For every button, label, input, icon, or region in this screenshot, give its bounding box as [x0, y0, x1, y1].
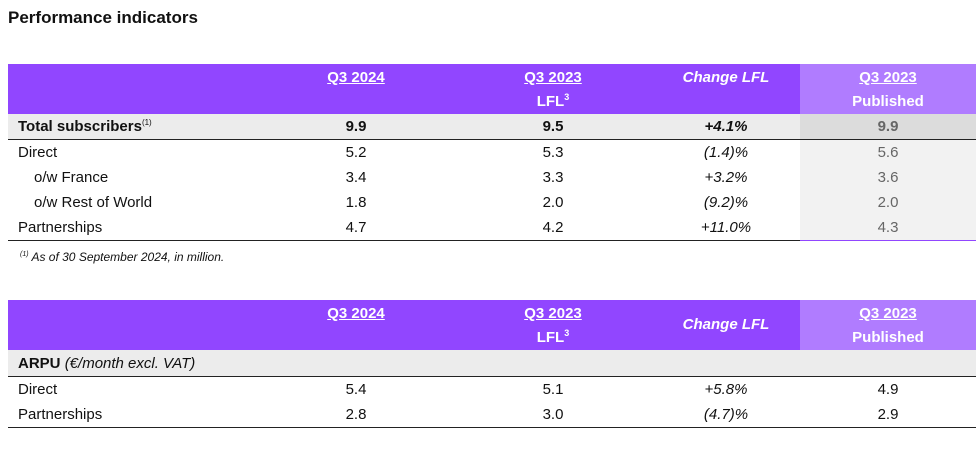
- arpu-table: Q3 2024 Q3 2023 LFL3 Change LFL Q3 2023 …: [8, 300, 976, 428]
- footnote-text: As of 30 September 2024, in million.: [31, 250, 225, 264]
- cell-q3-2023-lfl: 9.5: [454, 114, 652, 140]
- cell-published: 9.9: [800, 114, 976, 140]
- row-label: Partnerships: [8, 402, 258, 428]
- cell-change: +4.1%: [652, 114, 800, 140]
- arpu-section-row: ARPU (€/month excl. VAT): [8, 350, 976, 377]
- cell-q3-2024: 1.8: [345, 194, 367, 211]
- header-change-lfl: Change LFL: [652, 64, 800, 114]
- cell-q3-2023-lfl: 3.0: [454, 402, 652, 428]
- cell-change: (4.7)%: [652, 402, 800, 428]
- cell-published: 3.6: [800, 165, 976, 190]
- cell-q3-2024: 2.8: [258, 402, 454, 428]
- cell-change: +3.2%: [704, 169, 748, 186]
- row-label: o/w Rest of World: [34, 194, 153, 211]
- page-title: Performance indicators: [8, 8, 198, 27]
- row-label: Direct: [18, 144, 58, 161]
- row-label: o/w France: [34, 169, 109, 186]
- cell-change: (1.4)%: [703, 144, 749, 161]
- cell-q3-2024: 5.4: [345, 381, 367, 398]
- cell-q3-2024: 9.9: [258, 114, 454, 140]
- table-row: Direct 5.2 5.3 (1.4)% 5.6: [8, 139, 976, 165]
- table-row: Partnerships 2.8 3.0 (4.7)% 2.9: [8, 402, 976, 428]
- cell-q3-2023-lfl: 5.3: [542, 144, 564, 161]
- table-row: o/w Rest of World 1.8 2.0 (9.2)% 2.0: [8, 190, 976, 215]
- table-row: Direct 5.4 5.1 +5.8% 4.9: [8, 376, 976, 402]
- header-empty: [8, 64, 258, 114]
- header-q3-2023-published: Q3 2023 Published: [800, 64, 976, 114]
- cell-q3-2024: 5.2: [345, 144, 367, 161]
- header-q3-2024: Q3 2024: [258, 300, 454, 350]
- cell-published: 5.6: [800, 139, 976, 165]
- cell-q3-2023-lfl: 5.1: [542, 381, 564, 398]
- header-q3-2023-published: Q3 2023 Published: [800, 300, 976, 350]
- header-q3-2023-lfl: Q3 2023 LFL3: [454, 300, 652, 350]
- cell-q3-2024: 3.4: [345, 169, 367, 186]
- header-q3-2024: Q3 2024: [258, 64, 454, 114]
- cell-change: +11.0%: [652, 215, 800, 241]
- table-row: o/w France 3.4 3.3 +3.2% 3.6: [8, 165, 976, 190]
- total-subscribers-row: Total subscribers(1) 9.9 9.5 +4.1% 9.9: [8, 114, 976, 140]
- cell-q3-2023-lfl: 4.2: [454, 215, 652, 241]
- header-empty: [8, 300, 258, 350]
- cell-change: (9.2)%: [703, 194, 749, 211]
- cell-change: +5.8%: [704, 381, 748, 398]
- cell-q3-2024: 4.7: [258, 215, 454, 241]
- table-header-row: Q3 2024 Q3 2023 LFL3 Change LFL Q3 2023 …: [8, 300, 976, 350]
- table-row: Partnerships 4.7 4.2 +11.0% 4.3: [8, 215, 976, 241]
- row-label: Total subscribers(1): [8, 114, 258, 140]
- row-label: Partnerships: [8, 215, 258, 241]
- header-change-lfl: Change LFL: [652, 300, 800, 350]
- cell-q3-2023-lfl: 3.3: [542, 169, 564, 186]
- cell-published: 4.9: [800, 376, 976, 402]
- table-header-row: Q3 2024 Q3 2023 LFL3 Change LFL Q3 2023 …: [8, 64, 976, 114]
- cell-q3-2023-lfl: 2.0: [542, 194, 564, 211]
- footnote: (1) As of 30 September 2024, in million.: [20, 250, 224, 264]
- footnote-mark: (1): [20, 251, 29, 258]
- section-label: ARPU (€/month excl. VAT): [8, 350, 976, 377]
- cell-published: 4.3: [800, 215, 976, 241]
- cell-published: 2.0: [800, 190, 976, 215]
- subscribers-table: Q3 2024 Q3 2023 LFL3 Change LFL Q3 2023 …: [8, 64, 976, 241]
- cell-published: 2.9: [800, 402, 976, 428]
- header-q3-2023-lfl: Q3 2023 LFL3: [454, 64, 652, 114]
- row-label: Direct: [18, 381, 58, 398]
